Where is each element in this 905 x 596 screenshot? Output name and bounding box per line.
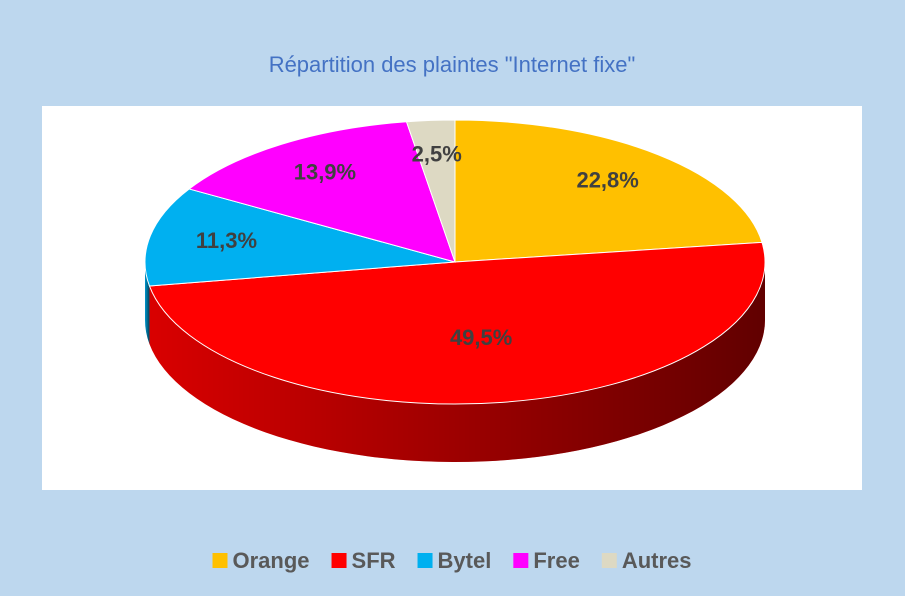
data-label: 22,8%: [576, 167, 638, 192]
legend-item: Bytel: [417, 548, 492, 573]
data-label: 2,5%: [412, 142, 462, 167]
legend-swatch: [331, 553, 347, 568]
legend-item: SFR: [331, 548, 396, 573]
legend-swatch: [601, 553, 617, 568]
chart-title: Répartition des plaintes "Internet fixe": [269, 52, 636, 77]
data-labels: 22,8% 49,5% 11,3% 13,9% 2,5%: [196, 142, 639, 350]
data-label: 11,3%: [196, 228, 257, 253]
data-label: 49,5%: [450, 325, 512, 350]
slice: [144, 188, 456, 287]
legend-item: Orange: [212, 548, 310, 573]
pie-tops: [144, 119, 766, 405]
legend-label: SFR: [352, 548, 396, 573]
slice-side-shade: [145, 262, 150, 344]
legend-swatch: [513, 553, 529, 568]
slice: [148, 241, 766, 405]
legend-label: Bytel: [438, 548, 492, 573]
legend: Orange SFR Bytel Free Autres: [212, 548, 692, 573]
legend-label: Autres: [622, 548, 692, 573]
legend-swatch: [417, 553, 433, 568]
slice: [405, 119, 456, 263]
legend-swatch: [212, 553, 228, 568]
legend-item: Free: [513, 548, 580, 573]
slice: [188, 121, 456, 263]
slice: [454, 119, 763, 263]
pie-sides: [145, 262, 765, 463]
data-label: 13,9%: [294, 160, 356, 185]
legend-item: Autres: [601, 548, 692, 573]
legend-label: Free: [533, 548, 579, 573]
slice-side-shade: [149, 262, 765, 463]
legend-label: Orange: [233, 548, 310, 573]
